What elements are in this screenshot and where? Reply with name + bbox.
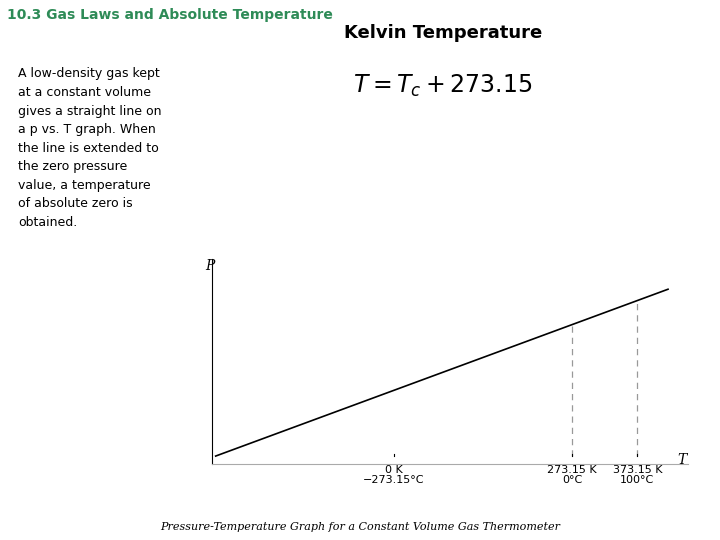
Text: 0°C: 0°C [562,475,582,485]
Text: 100°C: 100°C [621,475,654,485]
Text: 10.3 Gas Laws and Absolute Temperature: 10.3 Gas Laws and Absolute Temperature [7,8,333,22]
Text: 273.15 K: 273.15 K [547,465,597,475]
Text: Kelvin Temperature: Kelvin Temperature [343,24,542,42]
Text: 373.15 K: 373.15 K [613,465,662,475]
Text: −273.15°C: −273.15°C [363,475,425,485]
Text: $T = T_c + 273.15$: $T = T_c + 273.15$ [353,73,533,99]
Text: 0 K: 0 K [385,465,402,475]
Text: T: T [677,453,686,467]
Text: Pressure-Temperature Graph for a Constant Volume Gas Thermometer: Pressure-Temperature Graph for a Constan… [160,522,560,532]
Text: P: P [205,259,215,273]
Text: A low-density gas kept
at a constant volume
gives a straight line on
a p vs. T g: A low-density gas kept at a constant vol… [18,68,161,228]
